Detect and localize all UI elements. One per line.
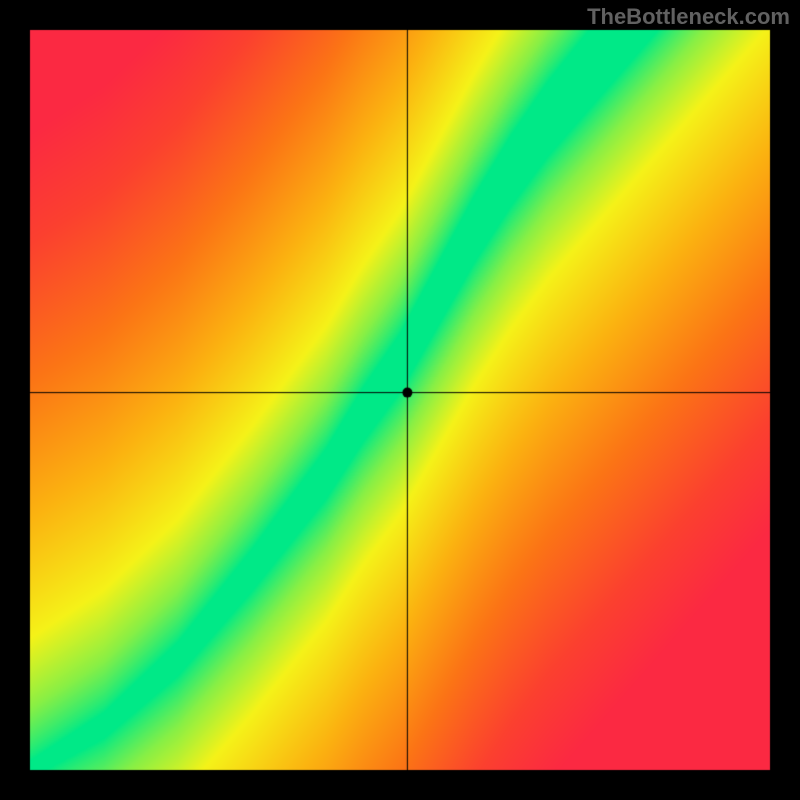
chart-container: TheBottleneck.com [0, 0, 800, 800]
bottleneck-heatmap [0, 0, 800, 800]
watermark-text: TheBottleneck.com [587, 4, 790, 30]
